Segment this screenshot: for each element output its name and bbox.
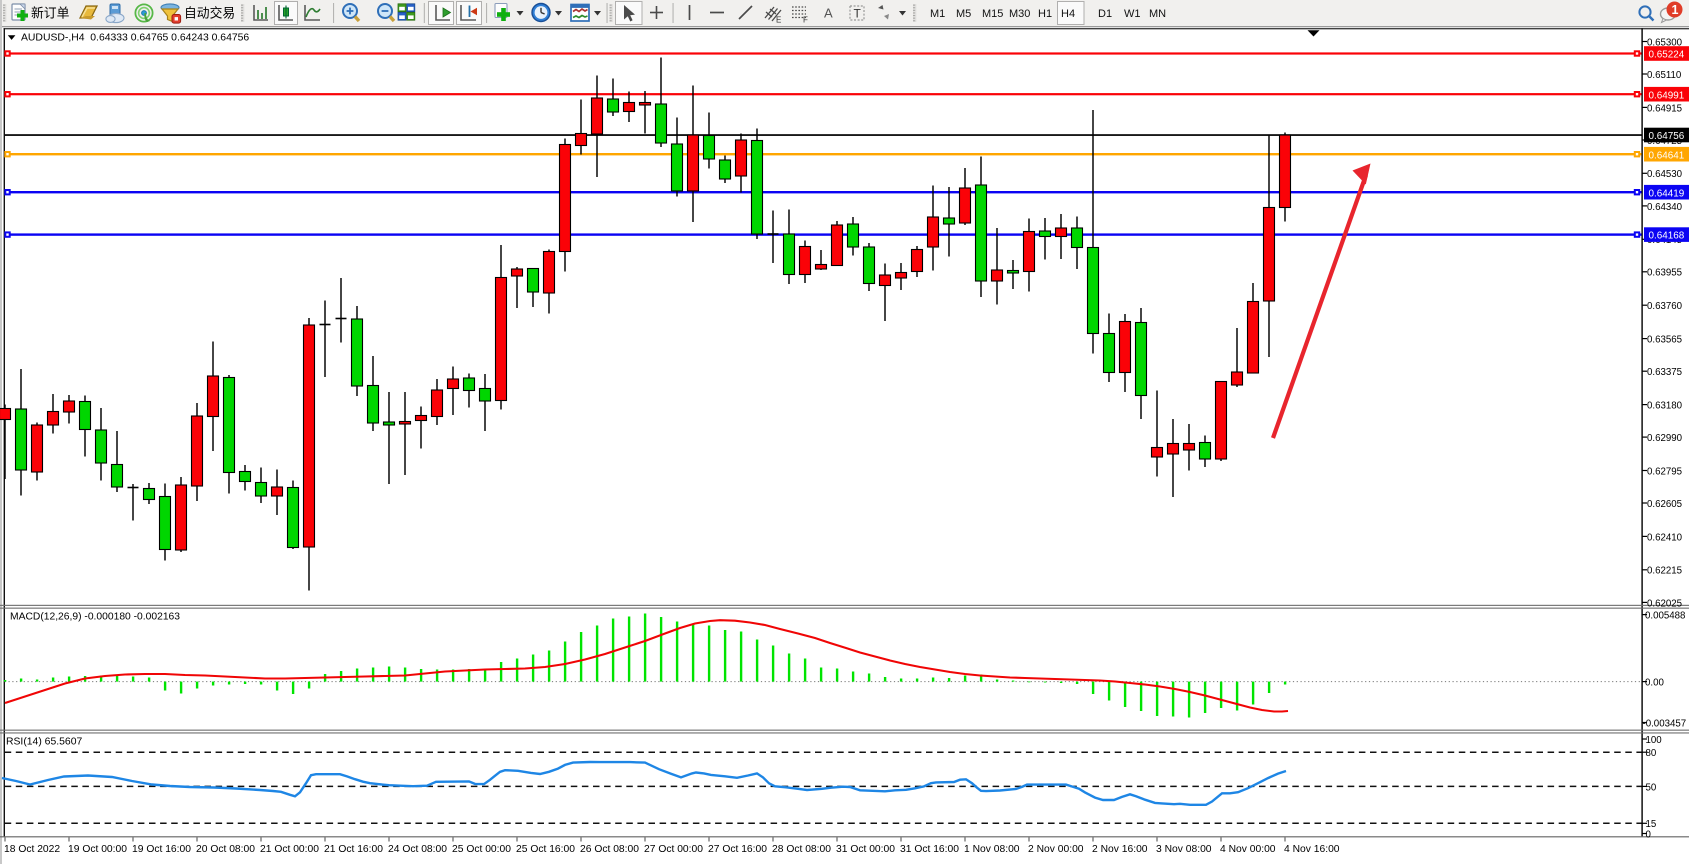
- svg-text:0.63760: 0.63760: [1647, 301, 1683, 312]
- svg-text:18 Oct 2022: 18 Oct 2022: [4, 844, 60, 855]
- svg-text:0.64991: 0.64991: [1649, 90, 1685, 101]
- svg-text:2 Nov 16:00: 2 Nov 16:00: [1092, 844, 1148, 855]
- svg-text:0.64641: 0.64641: [1649, 150, 1685, 161]
- svg-text:T: T: [854, 7, 862, 21]
- svg-text:H4: H4: [1061, 8, 1075, 20]
- svg-text:MACD(12,26,9) -0.000180 -0.002: MACD(12,26,9) -0.000180 -0.002163: [10, 612, 180, 623]
- svg-text:RSI(14) 65.5607: RSI(14) 65.5607: [6, 737, 82, 748]
- svg-text:0.63565: 0.63565: [1647, 335, 1682, 346]
- svg-text:24 Oct 08:00: 24 Oct 08:00: [388, 844, 447, 855]
- svg-text:4 Nov 16:00: 4 Nov 16:00: [1284, 844, 1340, 855]
- svg-text:0.64756: 0.64756: [1649, 131, 1685, 142]
- svg-text:21 Oct 16:00: 21 Oct 16:00: [324, 844, 383, 855]
- svg-text:25 Oct 16:00: 25 Oct 16:00: [516, 844, 575, 855]
- svg-text:D1: D1: [1098, 8, 1112, 20]
- svg-text:M15: M15: [982, 8, 1003, 20]
- svg-text:31 Oct 16:00: 31 Oct 16:00: [900, 844, 959, 855]
- svg-text:E: E: [776, 16, 781, 25]
- svg-text:19 Oct 16:00: 19 Oct 16:00: [132, 844, 191, 855]
- svg-text:27 Oct 00:00: 27 Oct 00:00: [644, 844, 703, 855]
- svg-text:50: 50: [1646, 782, 1657, 793]
- svg-text:0.64419: 0.64419: [1649, 188, 1685, 199]
- svg-text:0.62215: 0.62215: [1647, 566, 1682, 577]
- svg-text:0.64530: 0.64530: [1647, 169, 1683, 180]
- svg-text:15: 15: [1646, 819, 1657, 830]
- svg-text:25 Oct 00:00: 25 Oct 00:00: [452, 844, 511, 855]
- svg-text:26 Oct 08:00: 26 Oct 08:00: [580, 844, 639, 855]
- svg-text:H1: H1: [1038, 8, 1052, 20]
- svg-text:0.64168: 0.64168: [1649, 231, 1685, 242]
- svg-text:1: 1: [1672, 3, 1679, 17]
- svg-text:0.005488: 0.005488: [1645, 611, 1685, 622]
- svg-text:0.62605: 0.62605: [1647, 499, 1682, 510]
- svg-text:0.62410: 0.62410: [1647, 532, 1683, 543]
- svg-text:M5: M5: [956, 8, 971, 20]
- svg-text:31 Oct 00:00: 31 Oct 00:00: [836, 844, 895, 855]
- svg-text:3 Nov 08:00: 3 Nov 08:00: [1156, 844, 1212, 855]
- svg-text:80: 80: [1646, 748, 1657, 759]
- svg-text:1 Nov 08:00: 1 Nov 08:00: [964, 844, 1020, 855]
- svg-text:2 Nov 00:00: 2 Nov 00:00: [1028, 844, 1084, 855]
- svg-text:0.65300: 0.65300: [1647, 37, 1683, 48]
- svg-text:A: A: [824, 6, 833, 21]
- svg-text:0.62990: 0.62990: [1647, 433, 1683, 444]
- svg-text:19 Oct 00:00: 19 Oct 00:00: [68, 844, 127, 855]
- svg-text:0.63375: 0.63375: [1647, 367, 1682, 378]
- svg-text:0.64915: 0.64915: [1647, 103, 1682, 114]
- svg-text:4 Nov 00:00: 4 Nov 00:00: [1220, 844, 1276, 855]
- svg-text:20 Oct 08:00: 20 Oct 08:00: [196, 844, 255, 855]
- svg-text:新订单: 新订单: [31, 6, 70, 21]
- svg-text:0.62025: 0.62025: [1647, 598, 1682, 609]
- svg-text:27 Oct 16:00: 27 Oct 16:00: [708, 844, 767, 855]
- svg-text:MN: MN: [1149, 8, 1166, 20]
- svg-text:0.64340: 0.64340: [1647, 202, 1683, 213]
- svg-text:0.65110: 0.65110: [1647, 70, 1682, 81]
- svg-text:0: 0: [1646, 829, 1652, 840]
- svg-text:0.65224: 0.65224: [1649, 50, 1685, 61]
- svg-text:21 Oct 00:00: 21 Oct 00:00: [260, 844, 319, 855]
- svg-text:28 Oct 08:00: 28 Oct 08:00: [772, 844, 831, 855]
- svg-text:M30: M30: [1009, 8, 1030, 20]
- svg-text:AUDUSD-,H4 0.64333 0.64765 0.: AUDUSD-,H4 0.64333 0.64765 0.64243 0.647…: [21, 33, 249, 44]
- svg-text:M1: M1: [930, 8, 945, 20]
- svg-text:0.63180: 0.63180: [1647, 401, 1683, 412]
- svg-text:0.00: 0.00: [1645, 678, 1664, 689]
- svg-text:-0.003457: -0.003457: [1643, 718, 1687, 729]
- svg-text:100: 100: [1646, 735, 1663, 746]
- svg-text:自动交易: 自动交易: [184, 6, 235, 21]
- svg-text:0.63955: 0.63955: [1647, 268, 1682, 279]
- svg-text:F: F: [803, 16, 808, 25]
- svg-text:W1: W1: [1124, 8, 1141, 20]
- svg-text:0.62795: 0.62795: [1647, 466, 1682, 477]
